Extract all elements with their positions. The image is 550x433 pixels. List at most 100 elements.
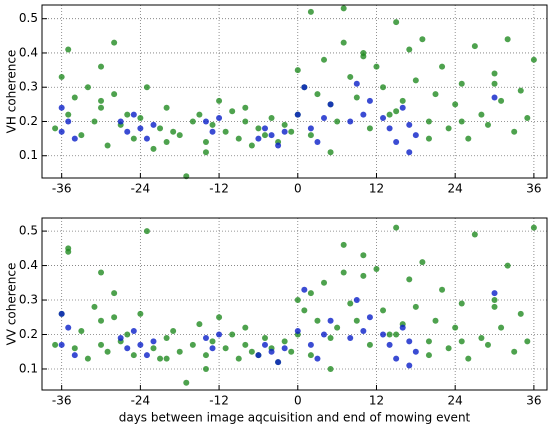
point (281, 128, 288, 135)
point (347, 334, 354, 341)
point (235, 135, 242, 142)
point (452, 324, 459, 331)
point (307, 132, 314, 139)
point (307, 341, 314, 348)
point (393, 19, 400, 26)
point (419, 36, 426, 43)
point (98, 97, 105, 104)
point (458, 118, 465, 125)
point (412, 303, 419, 310)
point (353, 80, 360, 87)
point (143, 352, 150, 359)
point (393, 108, 400, 115)
point (380, 84, 387, 91)
point (399, 324, 406, 331)
x-axis-label: days between image aqcuisition and end o… (119, 411, 471, 425)
point (353, 317, 360, 324)
point (393, 331, 400, 338)
point (209, 345, 216, 352)
y-tick-label: 0.1 (19, 361, 38, 375)
point (386, 331, 393, 338)
point (111, 91, 118, 98)
point (150, 121, 157, 128)
point (196, 111, 203, 118)
point (281, 338, 288, 345)
point (386, 125, 393, 132)
point (117, 118, 124, 125)
point (366, 125, 373, 132)
point (163, 104, 170, 111)
point (98, 104, 105, 111)
point (71, 345, 78, 352)
point (471, 231, 478, 238)
point (360, 111, 367, 118)
point (439, 63, 446, 70)
x-tick-label: 12 (369, 394, 384, 408)
point (52, 341, 59, 348)
point (281, 121, 288, 128)
point (216, 314, 223, 321)
point (301, 307, 308, 314)
y-tick-label: 0.1 (19, 148, 38, 162)
point (517, 310, 524, 317)
point (229, 331, 236, 338)
point (321, 115, 328, 122)
point (530, 224, 537, 231)
point (373, 266, 380, 273)
point (268, 132, 275, 139)
point (491, 80, 498, 87)
point (393, 355, 400, 362)
point (321, 279, 328, 286)
y-tick-label: 0.2 (19, 114, 38, 128)
point (327, 149, 334, 156)
point (399, 104, 406, 111)
point (530, 56, 537, 63)
point (340, 241, 347, 248)
point (209, 121, 216, 128)
x-tick-label: -12 (209, 394, 229, 408)
point (163, 334, 170, 341)
point (261, 341, 268, 348)
point (288, 348, 295, 355)
x-tick-label: 36 (526, 182, 541, 196)
point (504, 262, 511, 269)
point (222, 345, 229, 352)
point (65, 46, 72, 53)
point (143, 84, 150, 91)
point (91, 118, 98, 125)
point (248, 348, 255, 355)
point (340, 39, 347, 46)
point (58, 341, 65, 348)
point (58, 104, 65, 111)
point (478, 334, 485, 341)
point (58, 310, 65, 317)
point (491, 297, 498, 304)
point (432, 91, 439, 98)
x-tick-label: 36 (526, 394, 541, 408)
y-tick-label: 0.2 (19, 327, 38, 341)
point (130, 111, 137, 118)
point (65, 111, 72, 118)
point (268, 348, 275, 355)
point (386, 341, 393, 348)
point (307, 290, 314, 297)
point (465, 355, 472, 362)
point (104, 142, 111, 149)
point (353, 94, 360, 101)
point (58, 128, 65, 135)
point (406, 338, 413, 345)
point (281, 345, 288, 352)
point (170, 128, 177, 135)
point (340, 5, 347, 12)
point (373, 63, 380, 70)
point (222, 128, 229, 135)
point (458, 80, 465, 87)
point (130, 135, 137, 142)
point (157, 125, 164, 132)
point (393, 224, 400, 231)
point (261, 125, 268, 132)
point (517, 87, 524, 94)
point (209, 338, 216, 345)
point (124, 345, 131, 352)
